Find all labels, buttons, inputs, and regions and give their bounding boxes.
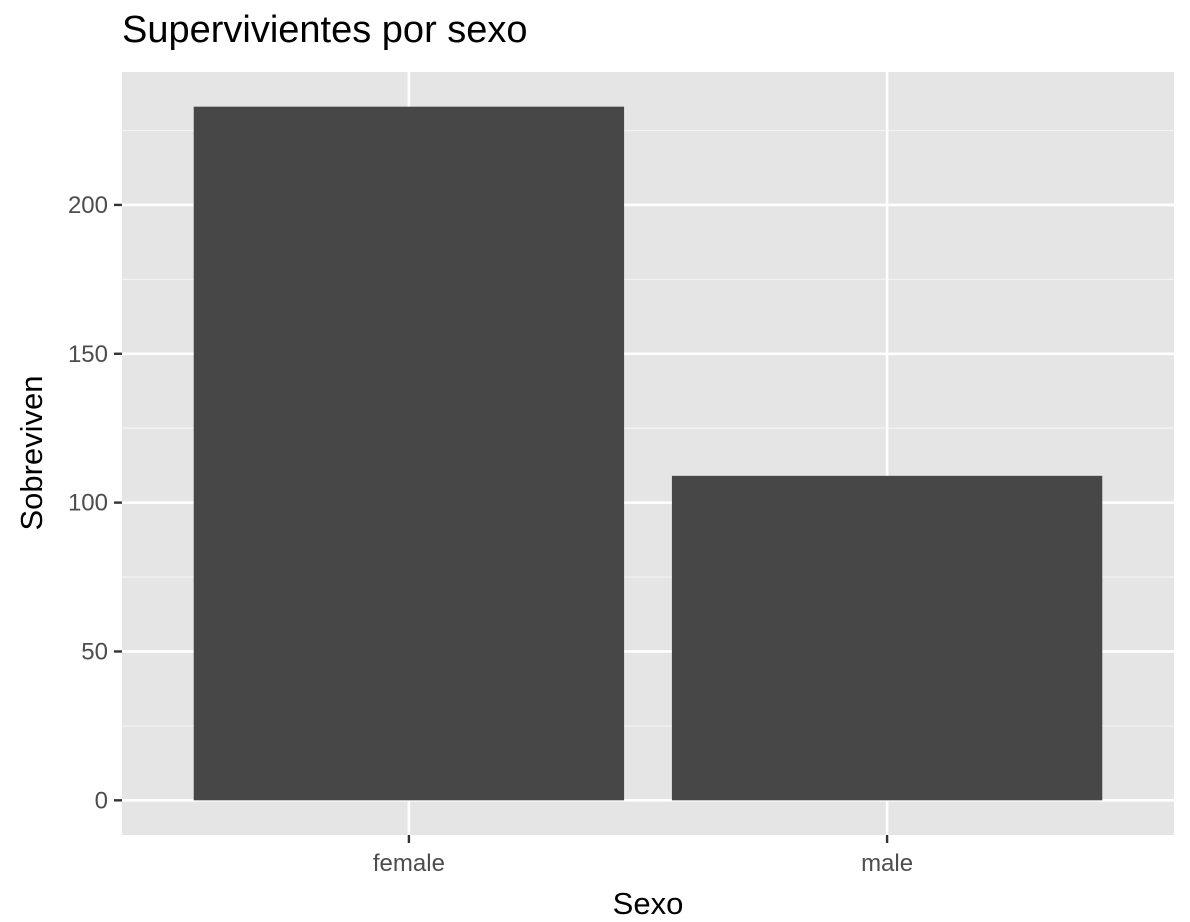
bar-female <box>193 106 625 801</box>
chart-title: Supervivientes por sexo <box>122 9 528 51</box>
bars <box>193 106 1103 801</box>
y-axis-title: Sobreviven <box>14 375 49 530</box>
y-tick-label: 50 <box>81 638 108 665</box>
bar-male <box>671 475 1103 801</box>
x-tick-label: female <box>373 850 445 877</box>
y-tick-label: 150 <box>68 341 108 368</box>
y-tick-label: 0 <box>95 787 108 814</box>
y-tick-label: 100 <box>68 490 108 517</box>
x-axis-title: Sexo <box>613 886 684 921</box>
y-axis-ticks: 0 50 100 150 200 <box>68 192 122 814</box>
x-axis-ticks: female male <box>373 835 913 877</box>
x-tick-label: male <box>861 850 913 877</box>
y-tick-label: 200 <box>68 192 108 219</box>
